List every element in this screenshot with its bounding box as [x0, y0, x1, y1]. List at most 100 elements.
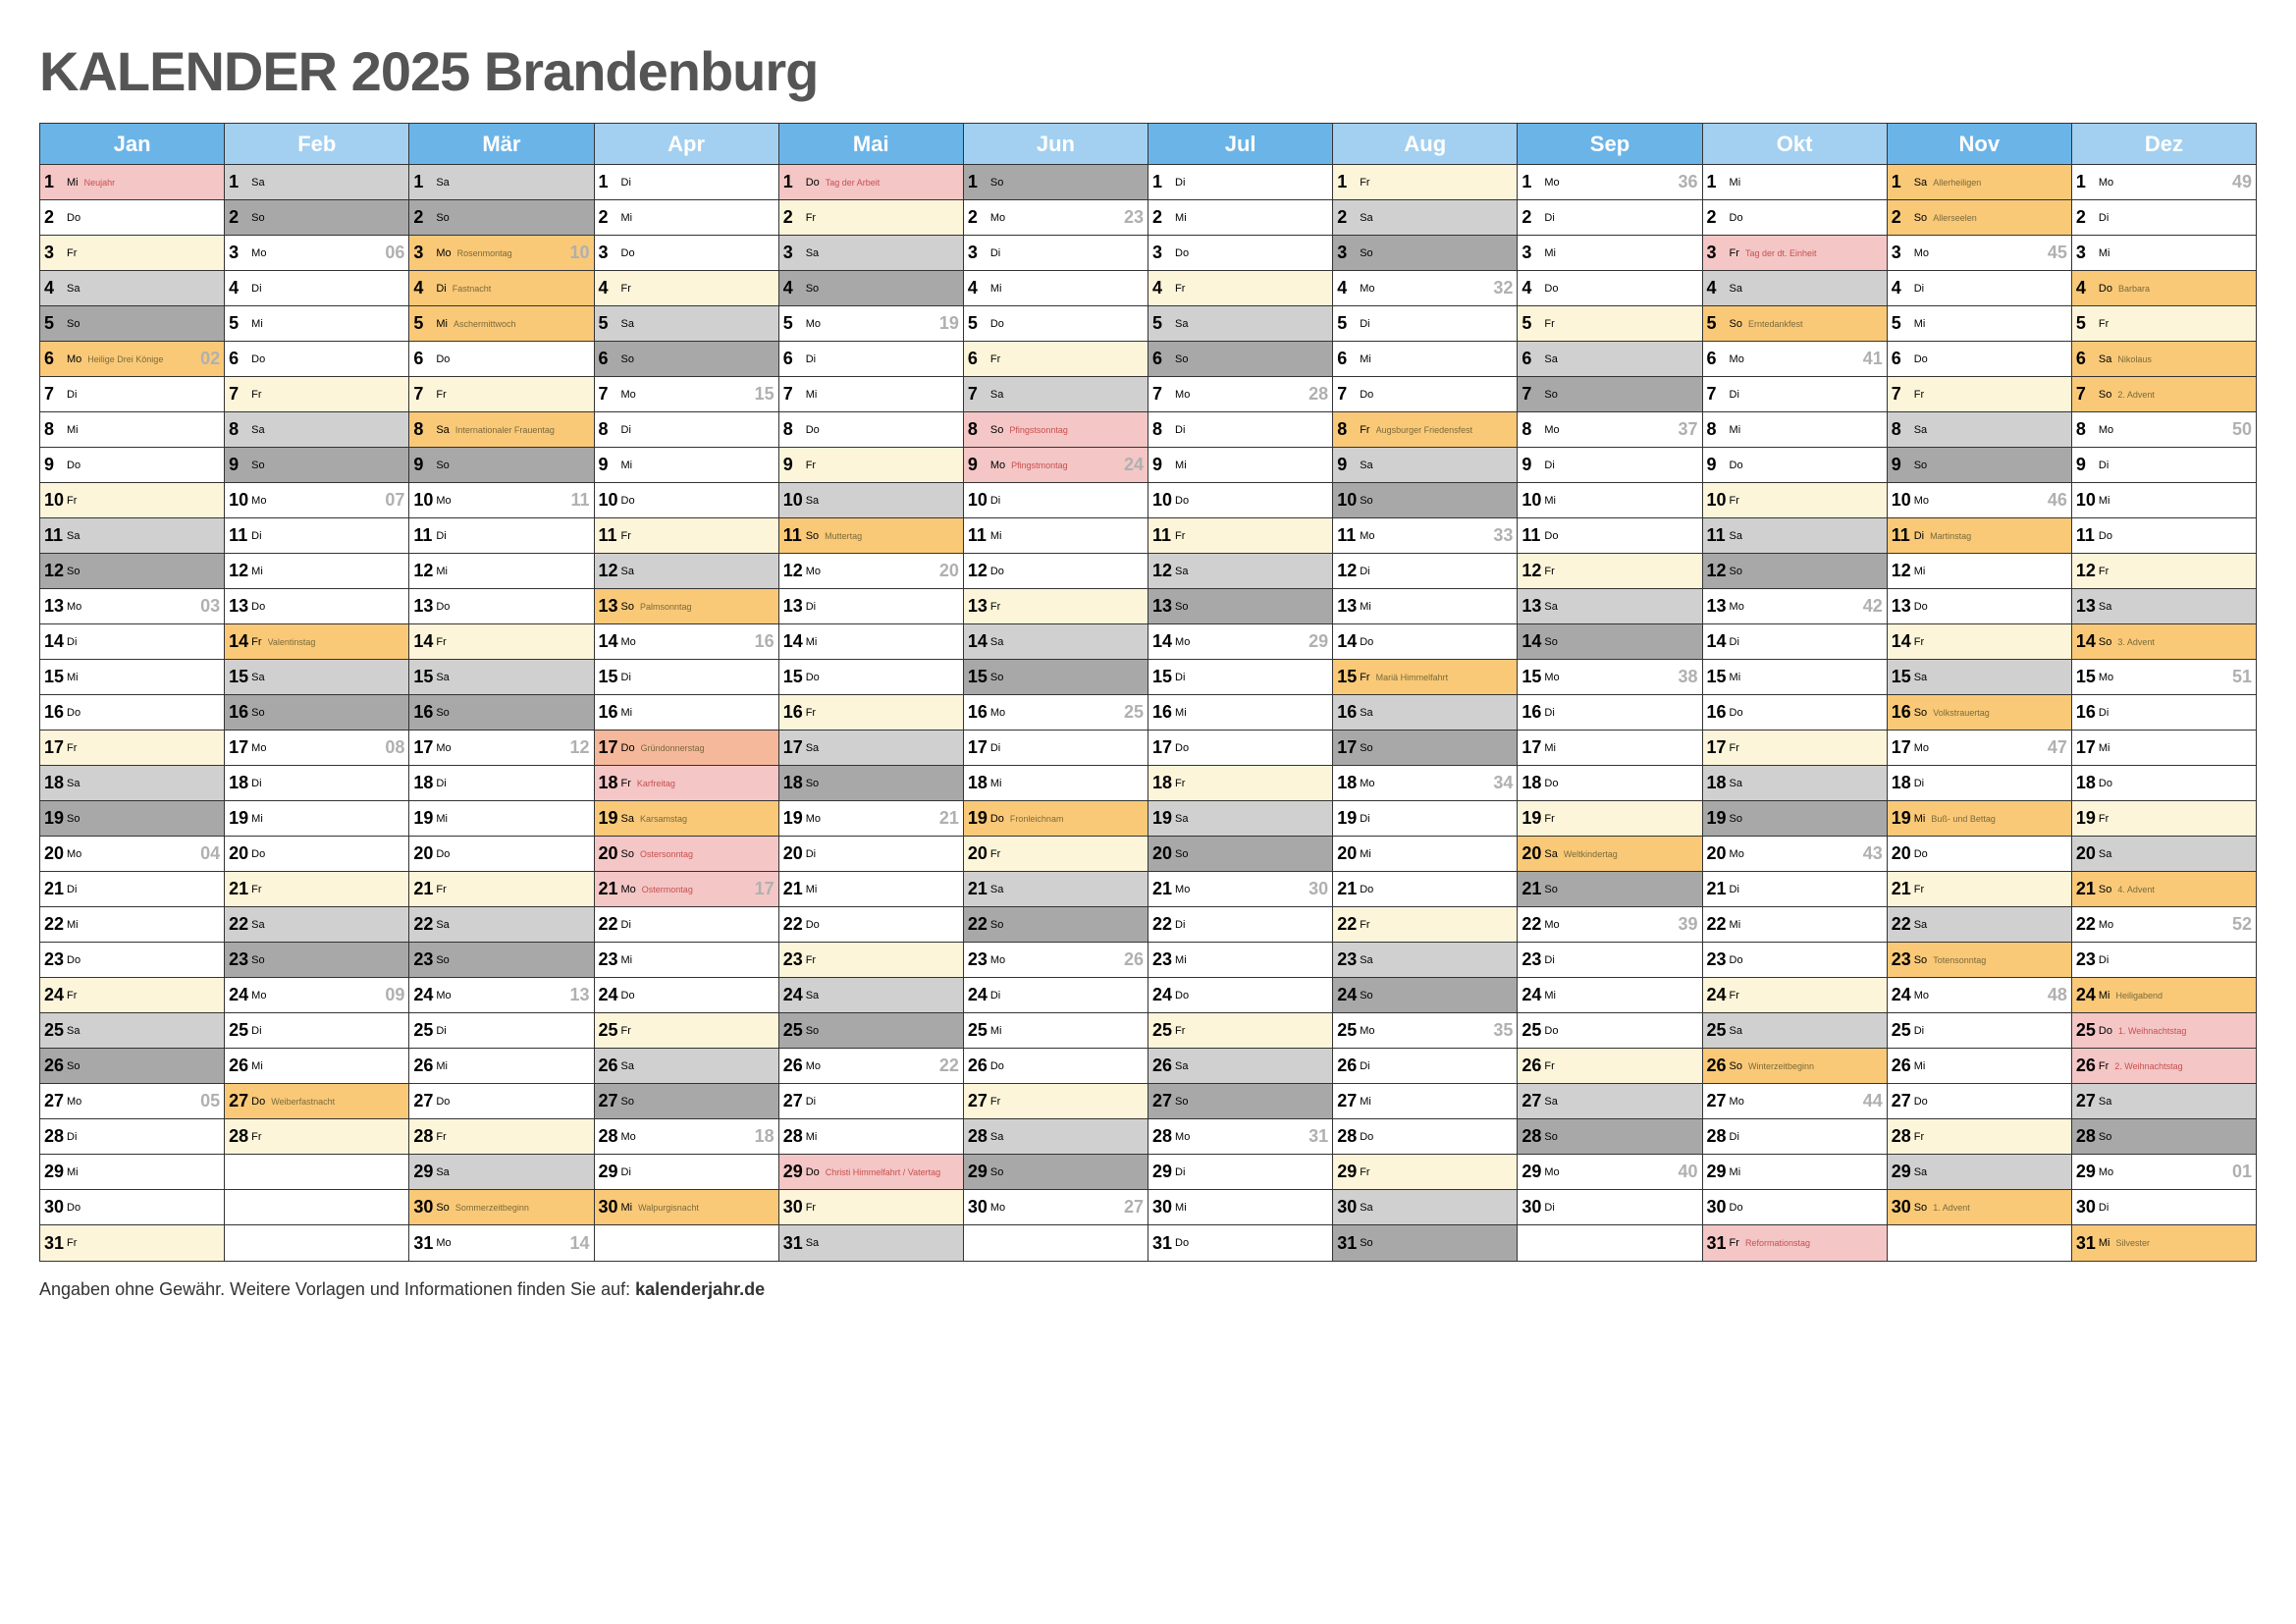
day-cell: 27Mi — [1333, 1084, 1517, 1119]
day-cell: 25Sa — [40, 1013, 224, 1049]
day-cell: 22Fr — [1333, 907, 1517, 943]
day-dow: Mi — [1730, 177, 1741, 189]
day-dow: Di — [990, 247, 1000, 259]
day-dow: Sa — [2099, 601, 2111, 613]
day-number: 8 — [2076, 419, 2098, 440]
day-number: 4 — [1152, 278, 1174, 298]
day-dow: Sa — [1730, 283, 1742, 295]
day-number: 1 — [229, 172, 250, 192]
day-cell: 15Mi — [40, 660, 224, 695]
day-dow: Mi — [436, 566, 448, 577]
day-dow: Mi — [1360, 848, 1371, 860]
day-number: 6 — [413, 349, 435, 369]
day-cell: 11Fr — [1148, 518, 1332, 554]
day-cell: 6Mi — [1333, 342, 1517, 377]
day-label: Mariä Himmelfahrt — [1376, 673, 1514, 682]
day-dow: Fr — [1730, 742, 1739, 754]
day-number: 7 — [1522, 384, 1543, 405]
day-cell: 4Sa — [1703, 271, 1887, 306]
day-cell: 3Mo06 — [225, 236, 408, 271]
day-number: 18 — [1707, 773, 1729, 793]
day-cell: 24MiHeiligabend — [2072, 978, 2256, 1013]
month-header: Dez — [2072, 124, 2256, 165]
day-cell: 13Do — [225, 589, 408, 624]
day-cell: 21MoOstermontag17 — [595, 872, 778, 907]
week-number: 08 — [385, 737, 404, 758]
day-number: 20 — [599, 843, 620, 864]
day-number: 6 — [1522, 349, 1543, 369]
day-cell: 25Sa — [1703, 1013, 1887, 1049]
day-cell: 30MiWalpurgisnacht — [595, 1190, 778, 1225]
day-number: 9 — [968, 455, 989, 475]
day-cell: 2Di — [2072, 200, 2256, 236]
day-dow: Sa — [990, 884, 1003, 895]
month-header: Nov — [1888, 124, 2071, 165]
day-cell: 3So — [1333, 236, 1517, 271]
day-dow: So — [990, 424, 1003, 436]
day-dow: Sa — [1730, 530, 1742, 542]
day-number: 25 — [968, 1020, 989, 1041]
day-dow: Mi — [2099, 247, 2110, 259]
day-dow: Di — [1730, 636, 1739, 648]
day-cell: 12Di — [1333, 554, 1517, 589]
day-number: 24 — [1892, 985, 1913, 1005]
day-dow: Do — [1730, 954, 1743, 966]
day-number: 16 — [1707, 702, 1729, 723]
day-dow: Di — [436, 1025, 446, 1037]
day-cell: 16Do — [1703, 695, 1887, 731]
day-cell: 11Di — [225, 518, 408, 554]
day-cell: 16Mo25 — [964, 695, 1148, 731]
day-dow: Mi — [1175, 707, 1187, 719]
day-dow: Do — [436, 353, 450, 365]
day-cell: 29Fr — [1333, 1155, 1517, 1190]
day-dow: Mo — [2099, 1166, 2113, 1178]
week-number: 01 — [2232, 1162, 2252, 1182]
day-cell: 23Do — [1703, 943, 1887, 978]
day-label: Totensonntag — [1933, 955, 2067, 965]
day-number: 16 — [1522, 702, 1543, 723]
day-cell: 10Mo11 — [409, 483, 593, 518]
day-cell: 12Sa — [1148, 554, 1332, 589]
day-dow: Fr — [2099, 318, 2109, 330]
day-cell: 11Mi — [964, 518, 1148, 554]
day-label: Winterzeitbeginn — [1748, 1061, 1883, 1071]
week-number: 47 — [2048, 737, 2067, 758]
day-cell: 2Mi — [595, 200, 778, 236]
day-number: 28 — [1522, 1126, 1543, 1147]
month-column: Jun1So2Mo233Di4Mi5Do6Fr7Sa8SoPfingstsonn… — [964, 124, 1148, 1261]
day-cell: 6So — [1148, 342, 1332, 377]
week-number: 44 — [1863, 1091, 1883, 1111]
day-cell: 27Do — [1888, 1084, 2071, 1119]
day-dow: Do — [2099, 283, 2112, 295]
day-dow: Sa — [806, 247, 819, 259]
day-number: 6 — [1892, 349, 1913, 369]
day-number: 12 — [1892, 561, 1913, 581]
day-cell: 16So — [409, 695, 593, 731]
week-number: 11 — [570, 490, 589, 511]
day-cell: 2Di — [1518, 200, 1701, 236]
day-cell: 21Mi — [779, 872, 963, 907]
month-header: Jun — [964, 124, 1148, 165]
day-number: 19 — [413, 808, 435, 829]
day-dow: Di — [67, 884, 77, 895]
day-dow: Sa — [1730, 778, 1742, 789]
day-number: 1 — [1522, 172, 1543, 192]
day-dow: So — [1360, 990, 1372, 1001]
day-number: 15 — [1152, 667, 1174, 687]
day-number: 2 — [968, 207, 989, 228]
day-cell: 20Fr — [964, 837, 1148, 872]
day-cell: 25Di — [409, 1013, 593, 1049]
week-number: 13 — [569, 985, 589, 1005]
day-cell — [225, 1190, 408, 1225]
week-number: 16 — [755, 631, 774, 652]
day-cell: 14FrValentinstag — [225, 624, 408, 660]
day-dow: Mo — [67, 601, 81, 613]
day-number: 10 — [413, 490, 435, 511]
day-dow: Di — [1544, 707, 1554, 719]
day-number: 9 — [1152, 455, 1174, 475]
day-dow: So — [1544, 389, 1557, 401]
day-number: 3 — [2076, 243, 2098, 263]
day-number: 2 — [229, 207, 250, 228]
day-dow: Di — [621, 1166, 631, 1178]
day-dow: Di — [1544, 954, 1554, 966]
